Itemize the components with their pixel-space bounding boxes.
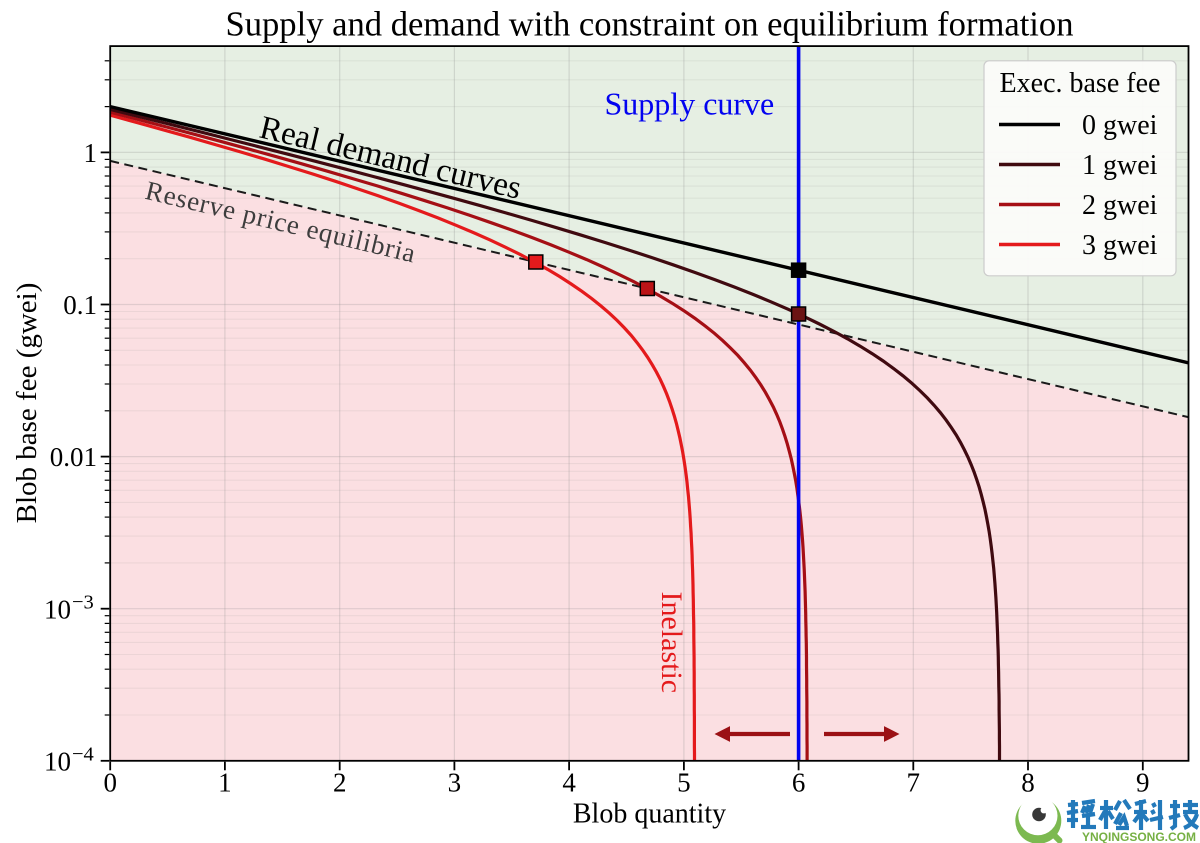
svg-text:Blob quantity: Blob quantity	[573, 799, 726, 830]
svg-text:6: 6	[792, 768, 806, 798]
svg-text:1: 1	[84, 138, 98, 168]
svg-text:10: 10	[44, 594, 71, 624]
svg-text:3: 3	[448, 768, 462, 798]
svg-text:2: 2	[333, 768, 347, 798]
svg-text:0.1: 0.1	[63, 290, 97, 320]
svg-text:−4: −4	[72, 743, 94, 765]
svg-text:Blob base fee (gwei): Blob base fee (gwei)	[11, 283, 43, 524]
svg-text:1: 1	[218, 768, 232, 798]
svg-text:Supply and demand with constra: Supply and demand with constraint on equ…	[226, 6, 1074, 44]
svg-text:Exec. base fee: Exec. base fee	[1000, 68, 1161, 99]
svg-text:9: 9	[1136, 768, 1150, 798]
svg-text:7: 7	[907, 768, 921, 798]
svg-text:Inelastic: Inelastic	[655, 592, 688, 694]
svg-text:−3: −3	[72, 591, 94, 613]
svg-text:10: 10	[44, 746, 71, 776]
svg-text:0 gwei: 0 gwei	[1082, 110, 1158, 141]
svg-text:1 gwei: 1 gwei	[1082, 150, 1158, 181]
svg-text:3 gwei: 3 gwei	[1082, 230, 1158, 261]
svg-text:4: 4	[562, 768, 576, 798]
svg-text:Supply curve: Supply curve	[605, 85, 775, 121]
svg-text:5: 5	[677, 768, 691, 798]
svg-text:0.01: 0.01	[50, 442, 97, 472]
svg-text:8: 8	[1021, 768, 1035, 798]
svg-text:0: 0	[103, 768, 117, 798]
svg-text:2 gwei: 2 gwei	[1082, 190, 1158, 221]
svg-text:YNQINGSONG.COM: YNQINGSONG.COM	[1082, 830, 1196, 843]
